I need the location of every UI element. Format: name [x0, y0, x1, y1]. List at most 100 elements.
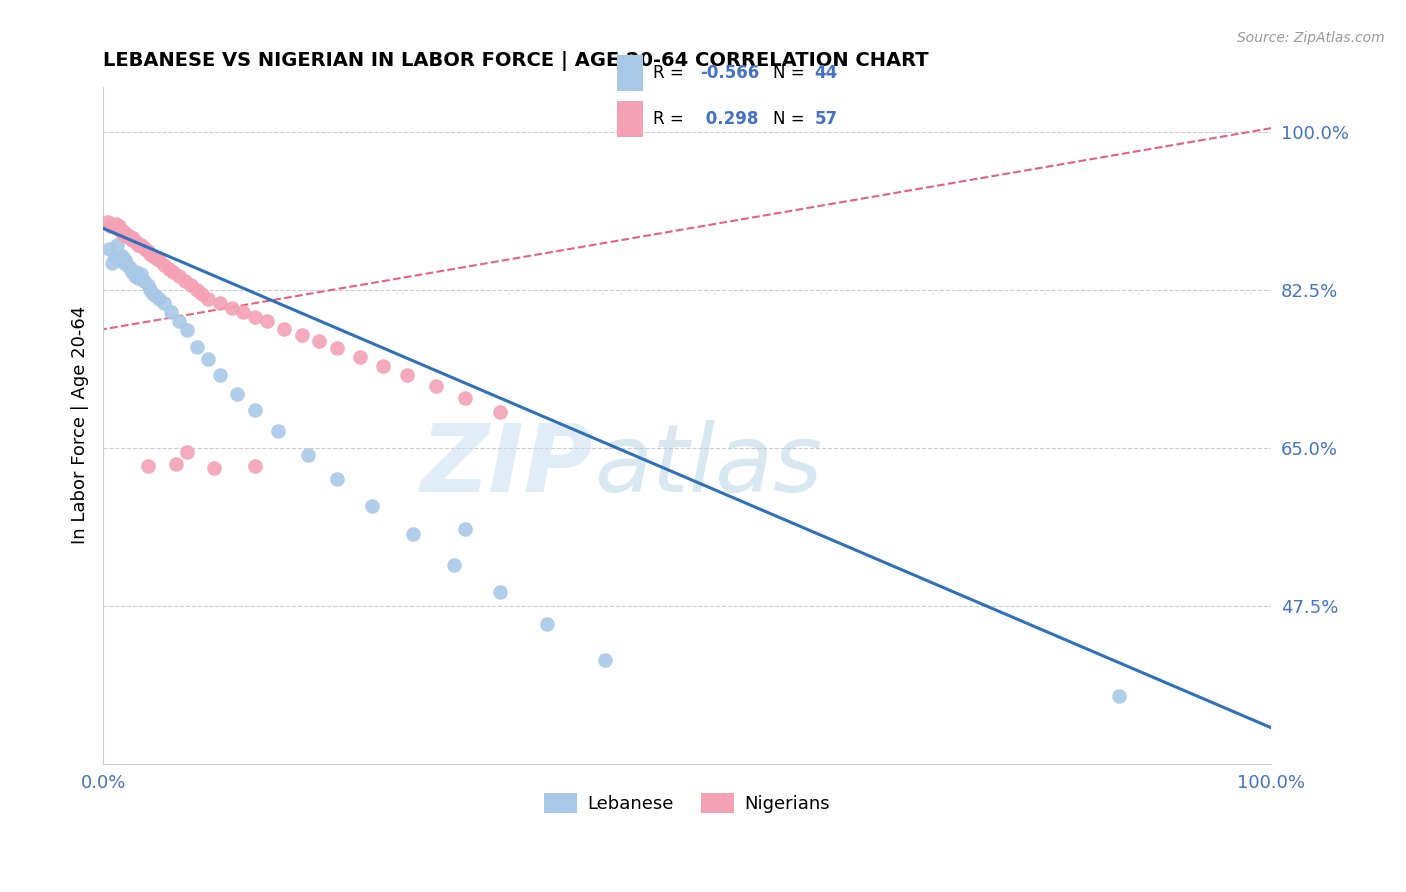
Point [136, 278, 159, 293]
Point [153, 258, 176, 272]
Point [160, 305, 183, 319]
Point [243, 310, 266, 324]
FancyBboxPatch shape [617, 101, 643, 137]
Point [145, 251, 167, 265]
Point [148, 292, 170, 306]
Point [191, 287, 214, 301]
Point [139, 246, 162, 260]
Point [176, 323, 198, 337]
Point [132, 274, 155, 288]
Legend: Lebanese, Nigerians: Lebanese, Nigerians [536, 783, 839, 822]
Point [243, 458, 266, 473]
Point [165, 457, 187, 471]
Point [232, 305, 254, 319]
Point [197, 352, 219, 367]
Point [107, 222, 129, 236]
Point [122, 231, 145, 245]
Point [186, 283, 208, 297]
Point [208, 296, 231, 310]
Point [157, 261, 180, 276]
Point [256, 314, 278, 328]
Point [110, 251, 132, 265]
Point [489, 585, 512, 599]
Point [108, 219, 131, 234]
Point [595, 653, 617, 667]
Point [112, 226, 135, 240]
Point [142, 287, 165, 301]
Point [98, 242, 121, 256]
Point [97, 215, 120, 229]
Point [104, 217, 127, 231]
Point [180, 278, 202, 293]
Point [349, 351, 371, 365]
Point [291, 327, 314, 342]
Point [101, 255, 124, 269]
Text: 0.298: 0.298 [700, 110, 758, 128]
Point [129, 268, 152, 282]
Point [454, 522, 477, 536]
Point [536, 616, 558, 631]
Point [153, 296, 176, 310]
Y-axis label: In Labor Force | Age 20-64: In Labor Force | Age 20-64 [72, 306, 89, 544]
Point [167, 269, 190, 284]
Point [124, 269, 146, 284]
Point [148, 252, 170, 267]
Point [111, 249, 134, 263]
Point [325, 342, 347, 356]
Point [443, 558, 465, 573]
Point [105, 237, 128, 252]
Point [104, 218, 127, 232]
Point [167, 314, 190, 328]
Point [139, 283, 162, 297]
Point [267, 425, 290, 439]
Point [111, 226, 134, 240]
Point [202, 460, 225, 475]
Point [273, 321, 295, 335]
Point [425, 379, 447, 393]
FancyBboxPatch shape [617, 55, 643, 91]
Point [360, 500, 382, 514]
Point [243, 402, 266, 417]
Text: 44: 44 [814, 64, 838, 82]
Text: R =: R = [654, 110, 683, 128]
Text: -0.566: -0.566 [700, 64, 759, 82]
Point [125, 265, 148, 279]
Point [121, 265, 143, 279]
Point [114, 228, 136, 243]
Point [115, 227, 138, 241]
Point [186, 340, 208, 354]
Point [208, 368, 231, 383]
Point [221, 301, 243, 315]
Text: atlas: atlas [593, 420, 823, 511]
Point [127, 271, 149, 285]
Text: N =: N = [773, 64, 804, 82]
Point [104, 251, 127, 265]
Point [129, 237, 152, 252]
Text: Source: ZipAtlas.com: Source: ZipAtlas.com [1237, 31, 1385, 45]
Point [489, 404, 512, 418]
Point [120, 231, 142, 245]
Point [127, 237, 149, 252]
Point [136, 244, 159, 258]
Point [226, 386, 249, 401]
Point [114, 252, 136, 267]
Point [197, 292, 219, 306]
Point [101, 219, 124, 234]
Point [98, 219, 121, 234]
Point [145, 289, 167, 303]
Point [454, 391, 477, 405]
Point [173, 274, 195, 288]
Point [132, 240, 155, 254]
Text: ZIP: ZIP [420, 420, 593, 512]
Point [162, 265, 184, 279]
Point [134, 242, 156, 256]
Point [120, 261, 142, 276]
Point [111, 252, 134, 267]
Point [107, 251, 129, 265]
Point [1108, 689, 1130, 703]
Point [176, 445, 198, 459]
Point [115, 255, 138, 269]
Point [112, 255, 135, 269]
Point [308, 334, 330, 348]
Point [121, 233, 143, 247]
